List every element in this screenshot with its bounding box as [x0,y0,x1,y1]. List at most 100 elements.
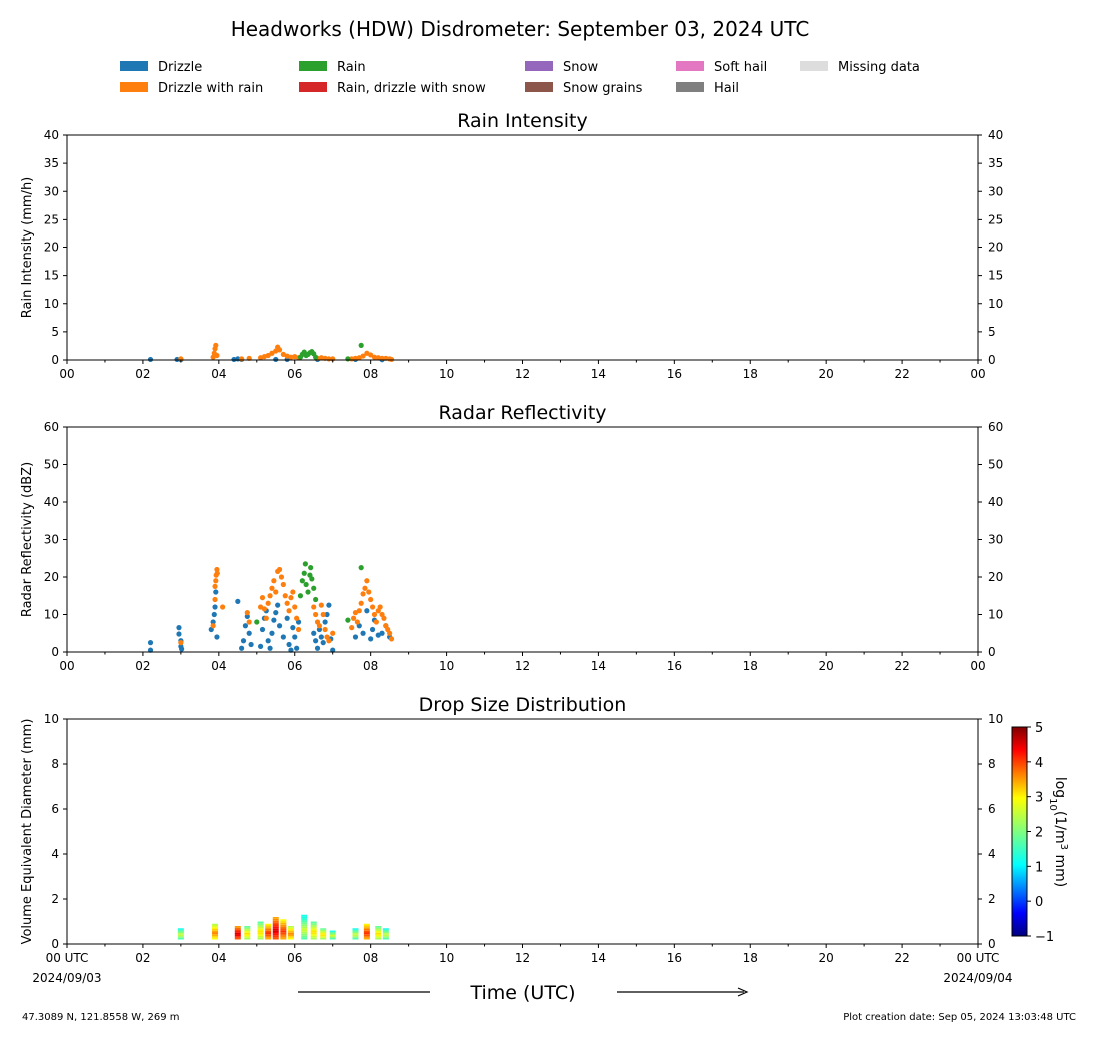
x-tick-label: 06 [287,659,302,673]
y-axis-label: Volume Equivalent Diameter (mm) [20,719,35,945]
dsd-cell [177,931,184,934]
axes-frame [66,718,979,945]
dsd-cell [375,929,382,932]
legend-swatch [676,82,704,92]
dsd-cell [363,934,370,936]
dsd-cell [212,932,219,935]
legend-item: Hail [676,81,739,96]
data-point [179,646,185,652]
dsd-cell [244,937,251,940]
data-point [352,634,359,640]
data-point [313,611,319,618]
axes-frame [66,134,979,361]
data-point [314,645,321,651]
data-point [316,623,323,629]
data-point [330,630,336,636]
dsd-cell [301,926,308,929]
y-tick-label: 30 [44,184,59,198]
y-tick-label: 0 [51,353,59,367]
dsd-cell [301,916,308,919]
y-tick-label-right: 2 [988,892,996,906]
data-point [356,608,362,614]
data-point [284,615,290,621]
data-point [358,565,364,571]
data-point [313,596,319,603]
dsd-cell [280,924,287,927]
time-axis-label-group: Time (UTC) [298,982,749,1004]
data-point [239,645,245,651]
y-tick-label: 25 [44,212,59,226]
dsd-cell [272,933,279,936]
x-tick-label: 16 [667,367,682,381]
data-point [267,593,273,599]
data-point [292,604,298,610]
dsd-cell [234,934,241,937]
data-point [271,617,277,623]
data-point [263,615,269,621]
data-point [349,625,355,631]
series-drizzle-with-rain [178,566,395,646]
location-label: 47.3089 N, 121.8558 W, 269 m [22,1012,180,1023]
x-tick-label: 02 [135,367,150,381]
data-point [276,623,283,629]
data-point [211,611,217,618]
y-tick-label: 0 [51,645,59,659]
x-tick-label: 00 [970,367,985,381]
data-point [239,356,245,362]
dsd-cell [280,932,287,934]
y-tick-label-right: 4 [988,847,996,861]
dsd-cell [329,932,336,934]
dsd-cell [272,928,279,931]
data-point [231,356,237,363]
y-tick-label-right: 15 [988,269,1003,283]
dsd-cell [382,937,389,940]
x-tick-label: 14 [591,367,606,381]
dsd-cell [280,935,287,938]
data-point [375,355,381,361]
data-point [244,610,250,616]
data-point [295,626,302,633]
dsd-cell [257,930,264,933]
data-point [318,355,324,361]
x-tick-label: 08 [363,951,378,965]
dsd-cell [272,935,279,938]
dsd-cell [310,930,317,933]
data-point [290,589,296,595]
data-point [276,347,283,353]
dsd-cell [301,933,308,936]
x-tick-label: 10 [439,367,454,381]
data-point [280,581,286,588]
radar-reflectivity-panel: Radar Reflectivity Radar Reflectivity (dB… [20,402,1003,673]
y-tick-label: 2 [51,892,59,906]
data-point [313,638,319,644]
legend-item: Snow grains [525,81,643,96]
data-point [366,589,372,595]
dsd-cell [301,931,308,934]
data-point [254,619,260,625]
dsd-cell [212,936,219,938]
data-point [240,638,247,644]
figure-title: Headworks (HDW) Disdrometer: September 0… [231,17,810,41]
dsd-cell [329,930,336,932]
dsd-cell [272,922,279,925]
dsd-cell [301,924,308,927]
colorbar-tick-label: 2 [1035,826,1043,841]
dsd-cell [244,931,251,933]
dsd-cell [329,938,336,940]
bottom-date-labels: 2024/09/03 2024/09/04 [32,971,1012,985]
dsd-cell [310,925,317,927]
data-point [246,619,252,625]
dsd-cell [257,934,264,936]
data-point [305,589,311,595]
data-point [362,585,368,591]
x-tick-label: 12 [515,951,530,965]
legend-label: Drizzle [158,60,202,75]
y-tick-label-right: 10 [988,297,1003,311]
dsd-cell [272,924,279,927]
legend-swatch [120,82,148,92]
data-point [288,595,294,601]
data-point [178,640,184,646]
x-tick-label: 08 [363,659,378,673]
y-tick-label-right: 25 [988,212,1003,226]
dsd-cell [265,929,272,931]
